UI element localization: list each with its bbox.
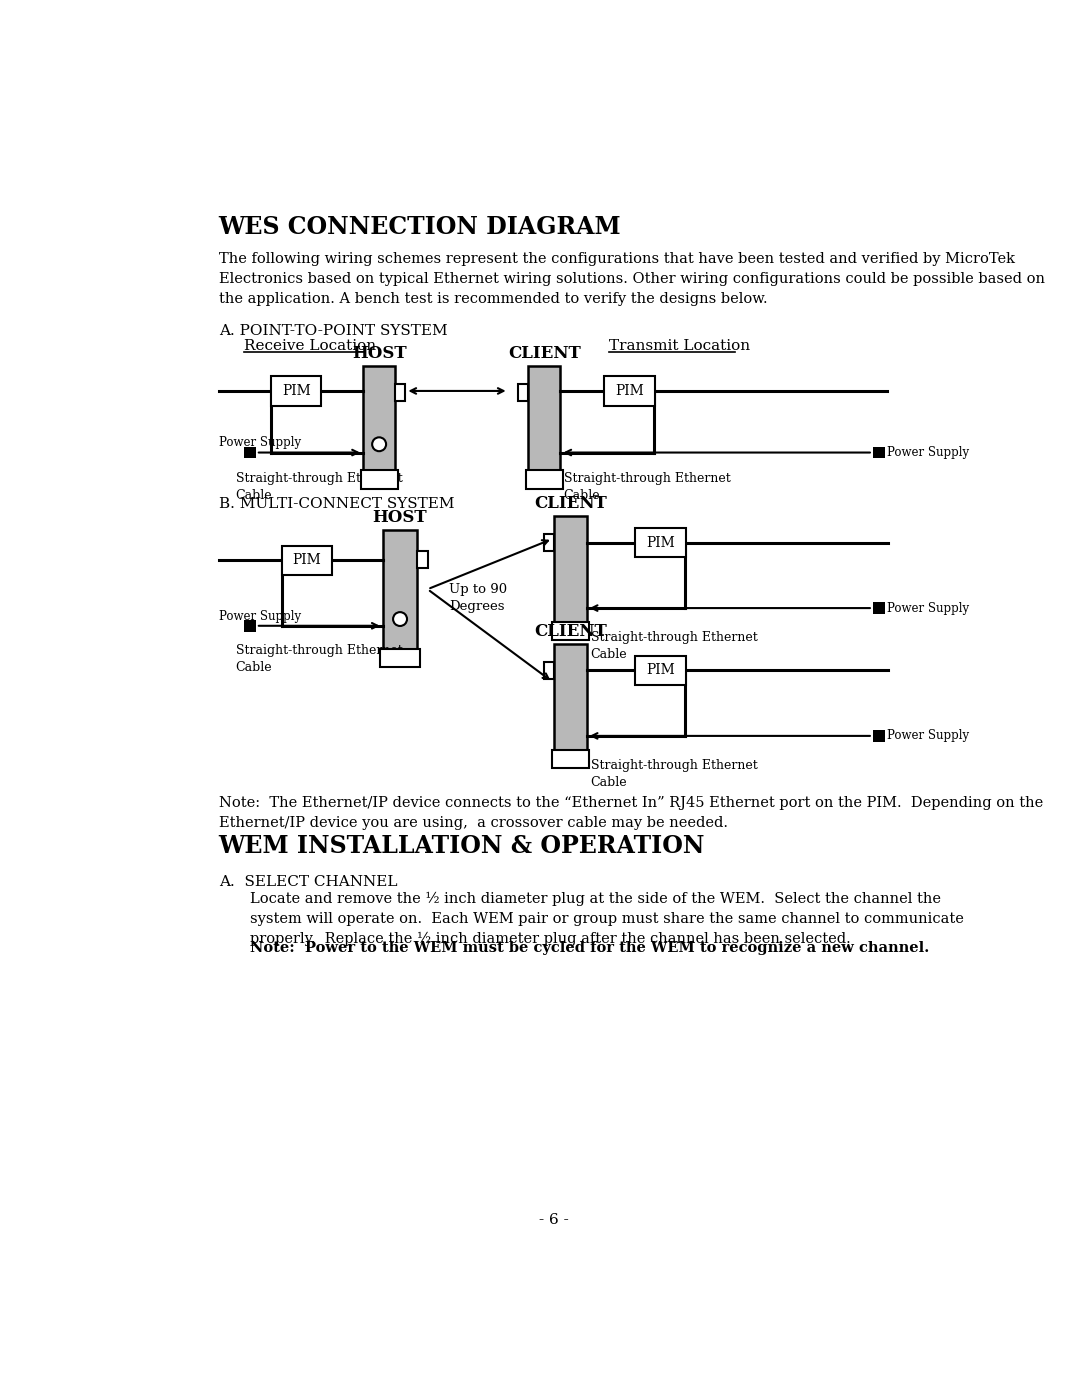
Text: Up to 90
Degrees: Up to 90 Degrees: [449, 583, 508, 613]
Text: Straight-through Ethernet
Cable: Straight-through Ethernet Cable: [591, 631, 757, 661]
Text: The following wiring schemes represent the configurations that have been tested : The following wiring schemes represent t…: [218, 253, 1044, 306]
Bar: [544, 662, 554, 679]
Bar: [605, 376, 654, 405]
Bar: [361, 471, 397, 489]
Bar: [244, 447, 256, 458]
Bar: [418, 550, 428, 567]
Text: PIM: PIM: [282, 384, 311, 398]
Text: B. MULTI-CONNECT SYSTEM: B. MULTI-CONNECT SYSTEM: [218, 497, 455, 511]
Bar: [552, 750, 590, 768]
Text: CLIENT: CLIENT: [535, 623, 607, 640]
Bar: [874, 602, 885, 613]
Text: Receive Location: Receive Location: [243, 338, 376, 352]
Bar: [380, 648, 420, 668]
Text: HOST: HOST: [352, 345, 406, 362]
Text: PIM: PIM: [646, 664, 675, 678]
Text: A. POINT-TO-POINT SYSTEM: A. POINT-TO-POINT SYSTEM: [218, 324, 447, 338]
Text: Transmit Location: Transmit Location: [609, 338, 751, 352]
Bar: [517, 384, 528, 401]
Bar: [528, 366, 561, 471]
Bar: [635, 655, 686, 685]
Text: A.  SELECT CHANNEL: A. SELECT CHANNEL: [218, 875, 397, 888]
Text: Straight-through Ethernet
Cable: Straight-through Ethernet Cable: [591, 759, 757, 789]
Bar: [635, 528, 686, 557]
Bar: [395, 384, 405, 401]
Text: CLIENT: CLIENT: [535, 495, 607, 511]
Text: Straight-through Ethernet
Cable: Straight-through Ethernet Cable: [564, 472, 730, 502]
Text: PIM: PIM: [616, 384, 644, 398]
Bar: [874, 731, 885, 742]
Bar: [382, 529, 418, 648]
Bar: [363, 366, 395, 471]
Bar: [544, 534, 554, 550]
Bar: [554, 644, 586, 750]
Text: Locate and remove the ½ inch diameter plug at the side of the WEM.  Select the c: Locate and remove the ½ inch diameter pl…: [249, 891, 963, 946]
Text: Power Supply: Power Supply: [887, 729, 969, 742]
Circle shape: [373, 437, 387, 451]
Text: WEM INSTALLATION & OPERATION: WEM INSTALLATION & OPERATION: [218, 834, 705, 858]
Text: PIM: PIM: [646, 535, 675, 549]
Text: Power Supply: Power Supply: [887, 446, 969, 460]
Circle shape: [393, 612, 407, 626]
Text: Power Supply: Power Supply: [218, 436, 301, 450]
Bar: [244, 620, 256, 631]
Bar: [554, 515, 586, 622]
Bar: [271, 376, 322, 405]
Text: Straight-through Ethernet
Cable: Straight-through Ethernet Cable: [235, 644, 403, 673]
Text: Power Supply: Power Supply: [887, 602, 969, 615]
Text: Note:  Power to the WEM must be cycled for the WEM to recognize a new channel.: Note: Power to the WEM must be cycled fo…: [249, 942, 929, 956]
Bar: [282, 546, 333, 576]
Text: - 6 -: - 6 -: [539, 1214, 568, 1228]
Text: Note:  The Ethernet/IP device connects to the “Ethernet In” RJ45 Ethernet port o: Note: The Ethernet/IP device connects to…: [218, 796, 1043, 830]
Bar: [874, 447, 885, 458]
Text: PIM: PIM: [293, 553, 322, 567]
Text: Straight-through Ethernet
Cable: Straight-through Ethernet Cable: [235, 472, 403, 502]
Text: CLIENT: CLIENT: [508, 345, 581, 362]
Bar: [552, 622, 590, 640]
Bar: [526, 471, 563, 489]
Text: Power Supply: Power Supply: [218, 609, 301, 623]
Text: WES CONNECTION DIAGRAM: WES CONNECTION DIAGRAM: [218, 215, 621, 239]
Text: HOST: HOST: [373, 509, 428, 525]
